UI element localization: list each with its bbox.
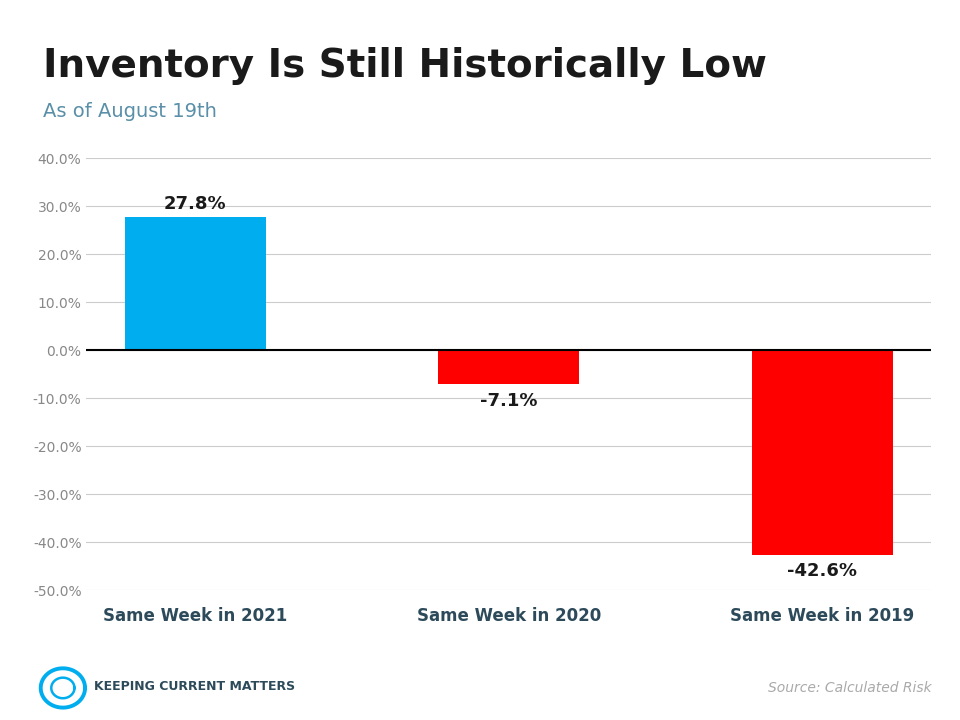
Text: KEEPING CURRENT MATTERS: KEEPING CURRENT MATTERS xyxy=(94,680,296,693)
Text: 27.8%: 27.8% xyxy=(164,195,227,213)
Bar xyxy=(439,351,579,384)
Text: As of August 19th: As of August 19th xyxy=(43,102,217,121)
Text: Source: Calculated Risk: Source: Calculated Risk xyxy=(768,681,931,695)
Text: -7.1%: -7.1% xyxy=(480,392,538,410)
Text: Inventory Is Still Historically Low: Inventory Is Still Historically Low xyxy=(43,47,767,85)
Bar xyxy=(752,351,893,555)
Bar xyxy=(125,217,266,351)
Text: -42.6%: -42.6% xyxy=(787,562,857,580)
